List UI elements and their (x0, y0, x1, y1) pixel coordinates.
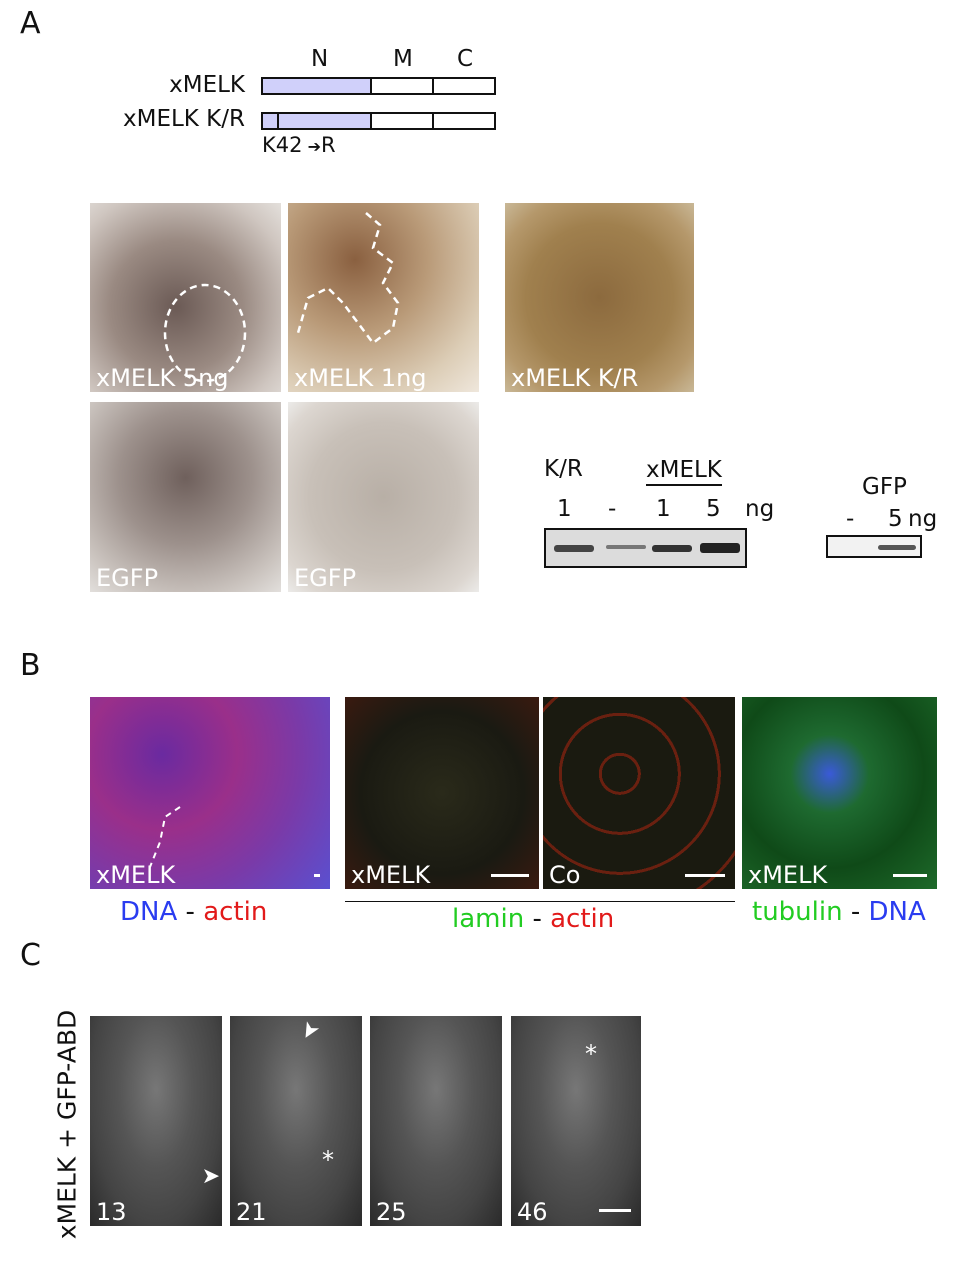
embryo-label: xMELK K/R (511, 364, 639, 392)
blot-header-gfp: GFP (862, 474, 907, 500)
blot-band (878, 545, 916, 550)
embryo-image-xmelk-5ng: xMELK 5ng (90, 203, 281, 392)
embryo-image-xmelk-1ng: xMELK 1ng (288, 203, 479, 392)
image-lamin-actin-control: Co (543, 697, 735, 889)
domain-n (279, 114, 372, 128)
domain-m (372, 79, 434, 93)
panel-c-side-label: xMELK + GFP-ABD (52, 1009, 82, 1240)
construct-label-xmelk: xMELK (169, 72, 245, 98)
mutation-to: R (321, 133, 336, 157)
caption-tubulin: tubulin (752, 897, 843, 927)
panel-b-label: B (20, 648, 41, 683)
mutation-label: K42 ➔R (262, 133, 336, 157)
timelapse-frame: ➤ 13 (90, 1016, 222, 1226)
image-label: xMELK (351, 861, 431, 889)
image-dna-actin-xmelk: xMELK (90, 697, 330, 889)
caption-dna-actin: DNA - actin (120, 897, 267, 927)
embryo-label: EGFP (96, 564, 159, 592)
embryo-label: xMELK 1ng (294, 364, 427, 392)
scale-bar (491, 874, 529, 877)
caption-divider (345, 901, 735, 902)
caption-separator: - (532, 904, 542, 934)
caption-dna: DNA (120, 897, 178, 927)
blot-band (554, 545, 594, 552)
caption-separator: - (185, 897, 195, 927)
asterisk-marker: * (322, 1146, 334, 1174)
frame-time-label: 25 (376, 1198, 407, 1226)
blot-lane-label: - (608, 496, 617, 522)
panel-a-label: A (20, 6, 41, 41)
image-label: Co (549, 861, 581, 889)
blot-unit: ng (908, 506, 938, 532)
arrowhead-icon: ➤ (201, 1164, 220, 1189)
scale-bar (314, 874, 320, 877)
cell-outline-overlay (163, 283, 247, 383)
frame-time-label: 13 (96, 1198, 127, 1226)
caption-lamin-actin: lamin - actin (452, 904, 614, 934)
blot-band (700, 543, 740, 553)
image-tubulin-dna-xmelk: xMELK (742, 697, 937, 889)
western-blot-xmelk (544, 528, 747, 568)
caption-dna: DNA (868, 897, 926, 927)
construct-label-xmelk-kr: xMELK K/R (122, 106, 245, 132)
mutation-from: K42 (262, 133, 303, 157)
scale-bar (893, 874, 927, 877)
blot-header-kr: K/R (544, 456, 583, 482)
blot-lane-label: 5 (706, 496, 721, 522)
caption-actin: actin (203, 897, 268, 927)
domain-c-label: C (457, 46, 474, 72)
western-blot-gfp (826, 535, 922, 558)
timelapse-frame: * 46 (511, 1016, 641, 1226)
panel-c-label: C (20, 938, 41, 973)
blot-lane-label: 5 (888, 506, 903, 532)
caption-tubulin-dna: tubulin - DNA (752, 897, 926, 927)
domain-n-label: N (311, 46, 329, 72)
cell-outline-overlay (149, 806, 181, 868)
timelapse-frame: ➤ * 21 (230, 1016, 362, 1226)
asterisk-marker: * (585, 1040, 597, 1068)
construct-bar-xmelk (261, 77, 496, 95)
frame-time-label: 21 (236, 1198, 267, 1226)
caption-actin: actin (550, 904, 615, 934)
embryo-image-egfp-1: EGFP (90, 402, 281, 592)
domain-m (372, 114, 434, 128)
embryo-label: EGFP (294, 564, 357, 592)
domain-m-label: M (393, 46, 413, 72)
caption-separator: - (850, 897, 861, 927)
cell-outline-overlay (296, 212, 400, 345)
image-label: xMELK (748, 861, 828, 889)
blot-band (652, 545, 692, 552)
blot-lane-label: 1 (557, 496, 572, 522)
embryo-image-egfp-2: EGFP (288, 402, 479, 592)
blot-unit: ng (745, 496, 775, 522)
scale-bar (685, 874, 725, 877)
domain-n (263, 79, 372, 93)
arrow-icon: ➔ (302, 137, 321, 156)
construct-bar-xmelk-kr (261, 112, 496, 130)
scale-bar (599, 1209, 631, 1212)
embryo-label: xMELK 5ng (96, 364, 229, 392)
frame-time-label: 46 (517, 1198, 548, 1226)
image-label: xMELK (96, 861, 176, 889)
mutation-site (263, 114, 279, 128)
arrowhead-icon: ➤ (293, 1016, 325, 1045)
embryo-image-xmelk-kr: xMELK K/R (505, 203, 694, 392)
blot-band (606, 545, 646, 549)
blot-header-xmelk: xMELK (646, 456, 722, 486)
timelapse-frame: 25 (370, 1016, 502, 1226)
caption-lamin: lamin (452, 904, 525, 934)
blot-lane-label: - (846, 506, 855, 532)
image-lamin-actin-xmelk: xMELK (345, 697, 539, 889)
blot-lane-label: 1 (656, 496, 671, 522)
